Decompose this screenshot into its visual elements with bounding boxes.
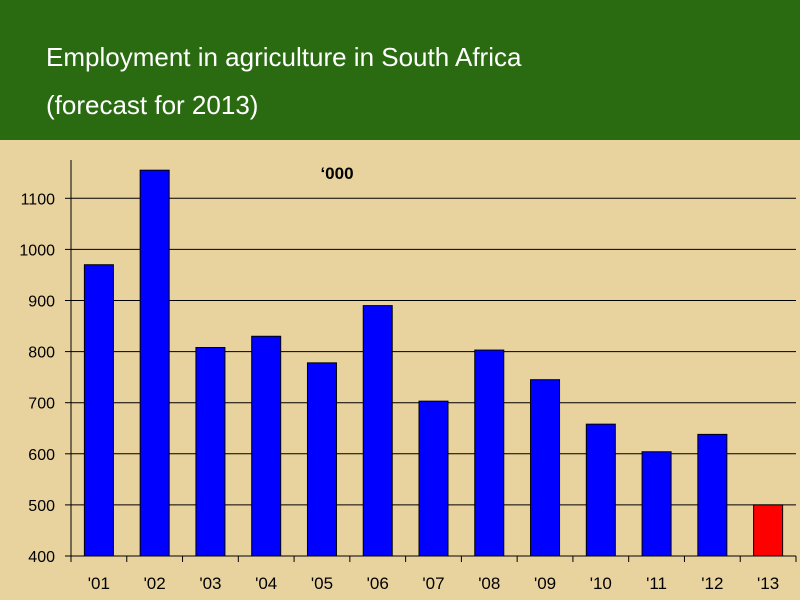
y-tick-label: 500 — [28, 498, 55, 515]
y-tick-label: 800 — [28, 345, 55, 362]
unit-label: ‘000 — [320, 164, 353, 183]
x-tick-label: '01 — [88, 574, 110, 593]
bar-11 — [697, 433, 728, 557]
y-tick-label: 900 — [28, 294, 55, 311]
x-tick-label: '13 — [757, 574, 779, 593]
y-tick-label: 1100 — [21, 191, 56, 208]
bar-10 — [641, 451, 672, 557]
x-tick-label: '12 — [701, 574, 723, 593]
axes — [70, 160, 796, 562]
bar-6 — [418, 400, 449, 557]
title-banner: Employment in agriculture in South Afric… — [0, 0, 800, 140]
x-tick-label: '10 — [590, 574, 612, 593]
x-tick-label: '08 — [478, 574, 500, 593]
bar-5 — [362, 305, 393, 557]
bar-7 — [474, 349, 505, 557]
x-tick-label: '06 — [367, 574, 389, 593]
x-tick-label: '04 — [255, 574, 277, 593]
y-tick-label: 700 — [28, 396, 55, 413]
y-tick-labels: 400 500 600 700 800 900 1000 1100 — [19, 191, 55, 566]
y-tick-label: 1000 — [19, 242, 55, 259]
x-tick-label: '11 — [646, 574, 667, 593]
chart-title: Employment in agriculture in South Afric… — [46, 42, 522, 72]
x-tick-labels: '01 '02 '03 '04 '05 '06 '07 '08 '09 '10 '11 '12 '13 — [88, 574, 779, 593]
bar-3 — [251, 335, 282, 557]
bars — [83, 169, 784, 557]
bar-8 — [530, 379, 561, 557]
bar-1 — [139, 169, 170, 557]
chart-subtitle: (forecast for 2013) — [46, 90, 259, 120]
x-tick-label: '05 — [311, 574, 333, 593]
x-tick-label: '03 — [199, 574, 221, 593]
x-tick-label: '09 — [534, 574, 556, 593]
x-tick-label: '07 — [422, 574, 444, 593]
bar-4 — [306, 362, 337, 557]
bar-12 — [753, 504, 784, 557]
bar-2 — [195, 347, 226, 557]
bar-0 — [83, 264, 114, 557]
bar-9 — [585, 423, 616, 557]
y-tick-label: 600 — [28, 447, 55, 464]
y-tick-label: 400 — [28, 549, 55, 566]
x-tick-label: '02 — [144, 574, 166, 593]
